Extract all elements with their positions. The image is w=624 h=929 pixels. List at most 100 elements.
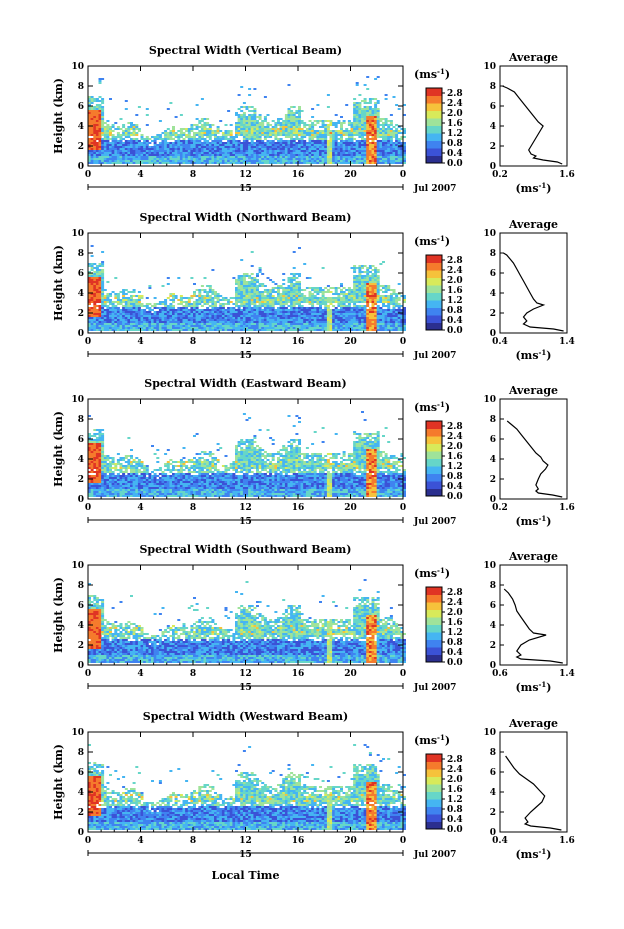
heatmap-cell [403,148,406,150]
heatmap-cell [253,327,257,329]
heatmap-cell [240,291,244,293]
heatmap-cell [376,118,380,120]
heatmap-cell [124,144,128,146]
heatmap-cell [321,162,325,164]
heatmap-cell [387,126,391,128]
heatmap-cell [382,154,385,156]
heatmap-cell [366,130,370,132]
heatmap-cell [206,160,210,162]
heatmap-cell [337,323,341,325]
heatmap-cell [132,152,136,154]
heatmap-cell [345,293,349,295]
heatmap-cell [313,299,317,301]
heatmap-cell [287,162,291,164]
heatmap-cell [145,158,149,160]
heatmap-cell [290,118,294,120]
heatmap-cell [109,295,112,297]
heatmap-cell [153,305,157,307]
heatmap-cell [116,146,120,148]
heatmap-cell [253,299,257,301]
heatmap-cell [93,136,97,138]
heatmap-cell [214,329,217,331]
heatmap-cell [185,150,189,152]
heatmap-cell [148,311,152,313]
heatmap-cell [303,321,307,323]
heatmap-cell [347,297,351,299]
heatmap-cell [282,317,286,319]
heatmap-cell [305,323,309,325]
heatmap-cell [200,309,204,311]
heatmap-cell [206,162,210,164]
heatmap-cell [279,295,283,297]
heatmap-cell [358,309,362,311]
heatmap-cell [185,154,189,156]
heatmap-cell [374,275,378,277]
heatmap-cell [397,108,401,110]
heatmap-cell [90,323,94,325]
heatmap-cell [203,291,207,293]
heatmap-cell [206,299,210,301]
heatmap-cell [279,311,283,313]
heatmap-cell [358,265,362,267]
heatmap-cell [361,315,364,317]
heatmap-cell [358,295,362,297]
heatmap-cell [363,102,367,104]
heatmap-cell [324,301,328,303]
heatmap-cell [382,138,385,140]
heatmap-cell [290,152,294,154]
heatmap-cell [148,285,152,287]
heatmap-cell [235,128,238,130]
heatmap-cell [114,158,118,160]
heatmap-cell [379,140,383,142]
heatmap-cell [200,152,204,154]
heatmap-cell [203,140,207,142]
heatmap-cell [371,297,375,299]
heatmap-cell [345,319,349,321]
heatmap-cell [363,285,367,287]
heatmap-cell [376,289,380,291]
heatmap-cell [232,321,236,323]
heatmap-cell [292,122,296,124]
heatmap-cell [358,104,362,106]
heatmap-cell [240,116,244,118]
heatmap-cell [253,122,257,124]
heatmap-cell [321,319,325,321]
heatmap-cell [389,130,393,132]
heatmap-cell [358,325,362,327]
heatmap-cell [101,313,105,315]
heatmap-cell [95,277,99,279]
heatmap-cell [195,311,199,313]
heatmap-cell [305,162,309,164]
heatmap-cell [319,305,322,307]
heatmap-cell [242,102,246,104]
heatmap-cell [287,319,291,321]
heatmap-cell [284,329,288,331]
heatmap-cell [374,154,378,156]
heatmap-cell [90,162,94,164]
heatmap-cell [111,313,115,315]
heatmap-cell [93,158,97,160]
heatmap-cell [242,313,246,315]
heatmap-cell [397,160,401,162]
heatmap-cell [203,126,207,128]
heatmap-cell [135,124,139,126]
heatmap-cell [371,124,375,126]
heatmap-cell [235,287,238,289]
heatmap-cell [248,321,252,323]
heatmap-cell [208,299,212,301]
heatmap-cell [179,140,183,142]
heatmap-cell [137,162,141,164]
heatmap-cell [347,309,351,311]
heatmap-cell [195,160,199,162]
heatmap-cell [350,325,354,327]
heatmap-cell [292,301,296,303]
heatmap-cell [316,309,320,311]
heatmap-cell [208,144,212,146]
heatmap-cell [308,148,312,150]
heatmap-cell [358,291,362,293]
heatmap-cell [185,144,189,146]
heatmap-cell [277,287,280,289]
heatmap-cell [101,144,105,146]
heatmap-cell [214,136,217,138]
heatmap-cell [379,327,383,329]
